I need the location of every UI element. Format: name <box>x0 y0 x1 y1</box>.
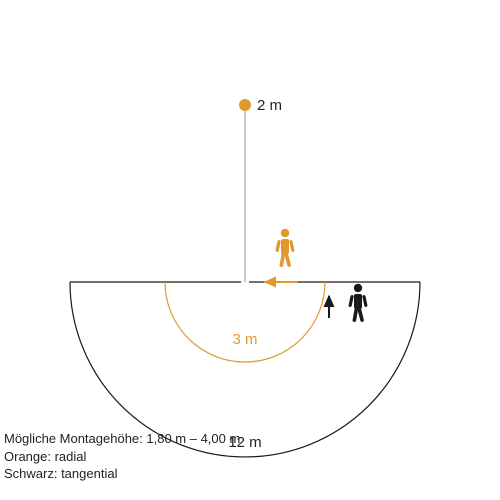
person-tangential-icon <box>348 284 367 322</box>
diagram-svg: 2 m3 m12 m <box>0 0 500 500</box>
person-radial-icon <box>275 229 294 267</box>
sensor-height-label: 2 m <box>257 97 282 114</box>
diagram-canvas: 2 m3 m12 m Mögliche Montagehöhe: 1,80 m … <box>0 0 500 500</box>
sensor-dot <box>239 99 251 111</box>
caption-block: Mögliche Montagehöhe: 1,80 m – 4,00 m Or… <box>4 430 240 483</box>
caption-line-2: Orange: radial <box>4 448 240 466</box>
inner-range-arc <box>165 282 325 362</box>
inner-range-label: 3 m <box>232 331 257 348</box>
caption-line-3: Schwarz: tangential <box>4 465 240 483</box>
caption-line-1: Mögliche Montagehöhe: 1,80 m – 4,00 m <box>4 430 240 448</box>
